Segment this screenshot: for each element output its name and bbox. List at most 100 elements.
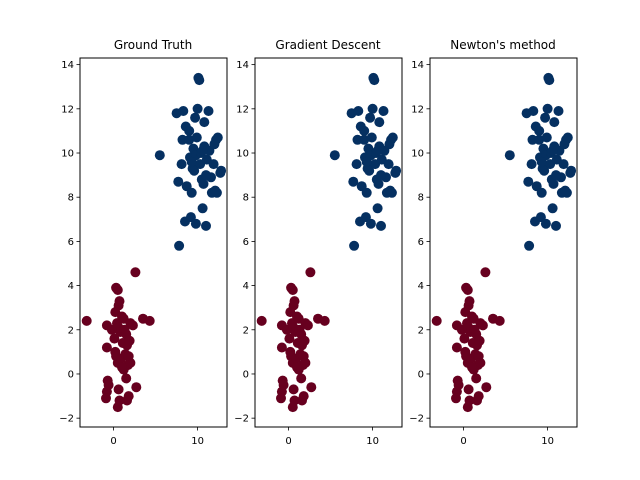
axes-frame-ground-truth bbox=[79, 57, 228, 428]
y-tick-label: −2 bbox=[409, 414, 424, 425]
data-point bbox=[131, 382, 142, 393]
data-point bbox=[376, 170, 386, 181]
data-point bbox=[480, 267, 491, 278]
data-point bbox=[540, 112, 551, 123]
y-tick-label: 12 bbox=[61, 104, 74, 115]
y-tick-label: 0 bbox=[418, 369, 424, 380]
data-point bbox=[197, 203, 208, 214]
y-tick-label: 12 bbox=[411, 104, 424, 115]
data-point bbox=[551, 170, 561, 181]
data-point bbox=[369, 75, 380, 86]
data-point bbox=[386, 187, 397, 198]
data-point bbox=[176, 159, 187, 170]
data-point bbox=[208, 159, 219, 170]
data-point bbox=[534, 134, 545, 145]
data-point bbox=[553, 106, 564, 116]
data-point bbox=[130, 267, 141, 278]
data-point bbox=[121, 373, 132, 384]
y-tick-label: 0 bbox=[243, 369, 249, 380]
y-tick-label: 6 bbox=[68, 237, 74, 248]
data-point bbox=[191, 132, 202, 143]
data-point bbox=[528, 106, 539, 116]
data-point bbox=[125, 357, 136, 368]
data-point bbox=[329, 150, 340, 161]
data-point bbox=[549, 117, 560, 128]
data-point bbox=[189, 165, 200, 176]
data-point bbox=[194, 75, 205, 86]
y-tick-label: 14 bbox=[411, 60, 424, 71]
y-tick-label: 2 bbox=[418, 325, 424, 336]
panel-newtons-method: Newton's method −2 0 2 4 6 8 10 12 14 0 10 bbox=[409, 38, 578, 447]
data-point bbox=[203, 106, 214, 116]
data-point bbox=[548, 178, 559, 189]
data-point bbox=[201, 170, 211, 181]
y-tick-label: −2 bbox=[59, 414, 74, 425]
data-point bbox=[451, 342, 462, 353]
data-point bbox=[287, 285, 298, 295]
data-point bbox=[190, 218, 201, 229]
x-tick-label: 10 bbox=[366, 436, 379, 447]
y-tick-label: 12 bbox=[236, 104, 249, 115]
axes-frame-newtons-method bbox=[429, 57, 578, 428]
data-point bbox=[463, 384, 474, 395]
x-tick-label: 10 bbox=[541, 436, 554, 447]
data-point bbox=[391, 165, 402, 176]
data-point bbox=[464, 296, 475, 307]
points-gradient-descent bbox=[256, 72, 402, 413]
data-point bbox=[471, 373, 482, 384]
data-point bbox=[199, 117, 210, 128]
data-point bbox=[523, 176, 534, 187]
data-point bbox=[562, 132, 573, 143]
x-tick-label: 0 bbox=[110, 436, 116, 447]
panel-title-gradient-descent: Gradient Descent bbox=[275, 38, 381, 52]
data-point bbox=[174, 240, 185, 251]
data-point bbox=[372, 203, 383, 214]
ticks-gradient-descent: −2 0 2 4 6 8 10 12 14 0 10 bbox=[234, 60, 379, 447]
data-point bbox=[113, 384, 124, 395]
y-tick-label: −2 bbox=[234, 414, 249, 425]
data-point bbox=[184, 125, 195, 136]
data-point bbox=[112, 285, 123, 295]
data-point bbox=[289, 296, 300, 307]
data-point bbox=[198, 178, 209, 189]
data-point bbox=[542, 103, 553, 114]
data-point bbox=[547, 145, 558, 156]
data-point bbox=[278, 380, 289, 390]
panel-title-ground-truth: Ground Truth bbox=[114, 38, 192, 52]
data-point bbox=[477, 320, 488, 331]
data-point bbox=[464, 395, 475, 406]
data-point bbox=[383, 159, 394, 170]
x-tick-label: 0 bbox=[460, 436, 466, 447]
y-tick-label: 14 bbox=[61, 60, 74, 71]
data-point bbox=[186, 187, 197, 198]
panel-gradient-descent: Gradient Descent −2 0 2 4 6 8 10 12 14 0 10 bbox=[234, 38, 403, 447]
data-point bbox=[103, 380, 114, 390]
data-point bbox=[376, 220, 386, 231]
points-ground-truth bbox=[81, 72, 227, 413]
data-point bbox=[184, 134, 195, 145]
data-point bbox=[300, 357, 311, 368]
ticks-newtons-method: −2 0 2 4 6 8 10 12 14 0 10 bbox=[409, 60, 554, 447]
data-point bbox=[494, 315, 505, 326]
data-point bbox=[292, 362, 302, 373]
y-tick-label: 10 bbox=[61, 149, 74, 160]
data-point bbox=[212, 132, 223, 143]
data-point bbox=[288, 384, 299, 395]
data-point bbox=[453, 380, 464, 390]
data-point bbox=[558, 159, 569, 170]
data-point bbox=[124, 335, 135, 346]
data-point bbox=[544, 75, 555, 86]
y-tick-label: 8 bbox=[68, 193, 74, 204]
data-point bbox=[547, 203, 558, 214]
data-point bbox=[378, 106, 389, 116]
data-point bbox=[216, 165, 227, 176]
y-tick-label: 2 bbox=[68, 325, 74, 336]
data-point bbox=[201, 220, 211, 231]
data-point bbox=[306, 382, 317, 393]
data-point bbox=[122, 395, 132, 406]
data-point bbox=[109, 333, 120, 344]
data-point bbox=[289, 395, 300, 406]
panel-ground-truth: Ground Truth −2 0 2 4 6 8 10 12 14 0 10 bbox=[59, 38, 228, 447]
points-newtons-method bbox=[431, 72, 577, 413]
